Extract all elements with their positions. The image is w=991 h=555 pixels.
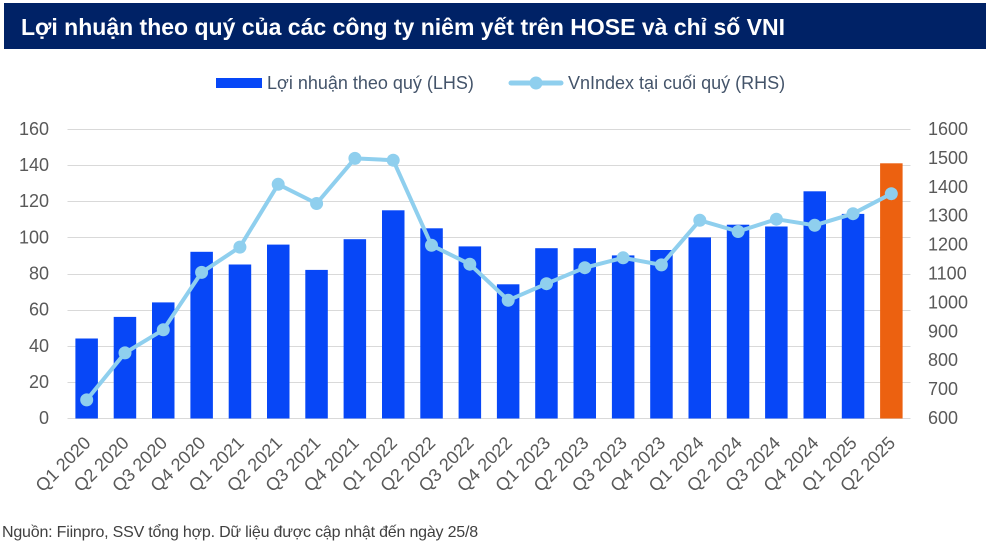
svg-text:Nguồn: Fiinpro, SSV tổng hợp.: Nguồn: Fiinpro, SSV tổng hợp. Dữ liệu đư…: [2, 523, 478, 541]
svg-text:Lợi nhuận theo quý (LHS): Lợi nhuận theo quý (LHS): [267, 73, 474, 93]
svg-text:100: 100: [19, 227, 49, 247]
svg-text:1000: 1000: [928, 292, 968, 312]
svg-text:1600: 1600: [928, 119, 968, 139]
svg-text:800: 800: [928, 350, 958, 370]
svg-text:140: 140: [19, 155, 49, 175]
svg-text:80: 80: [29, 264, 49, 284]
svg-text:Lợi nhuận theo quý của các côn: Lợi nhuận theo quý của các công ty niêm …: [21, 14, 785, 40]
svg-text:1400: 1400: [928, 177, 968, 197]
svg-text:1500: 1500: [928, 148, 968, 168]
svg-text:0: 0: [39, 408, 49, 428]
svg-text:600: 600: [928, 408, 958, 428]
svg-text:1200: 1200: [928, 235, 968, 255]
svg-text:VnIndex tại cuối quý (RHS): VnIndex tại cuối quý (RHS): [568, 73, 785, 93]
svg-text:700: 700: [928, 379, 958, 399]
svg-text:1300: 1300: [928, 206, 968, 226]
svg-text:120: 120: [19, 191, 49, 211]
svg-text:900: 900: [928, 321, 958, 341]
svg-text:1100: 1100: [928, 264, 967, 284]
svg-text:160: 160: [19, 119, 49, 139]
svg-text:60: 60: [29, 300, 49, 320]
svg-text:20: 20: [29, 372, 49, 392]
svg-text:40: 40: [29, 336, 49, 356]
